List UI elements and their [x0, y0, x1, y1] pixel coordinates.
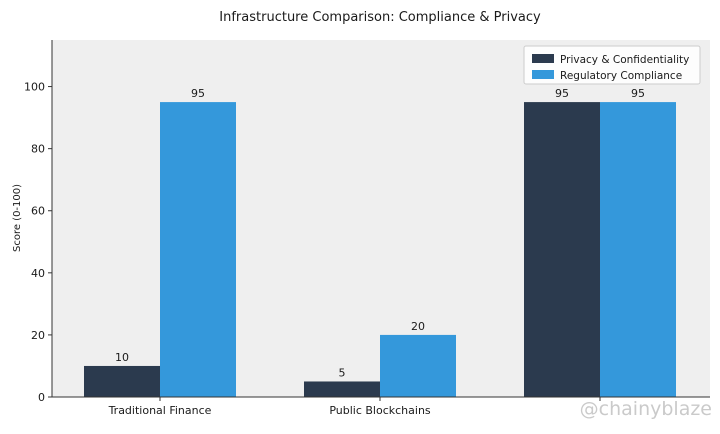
- data-label: 5: [339, 366, 346, 379]
- x-ticks-layer: Traditional Finance Public Blockchains: [108, 397, 601, 417]
- legend: Privacy & Confidentiality Regulatory Comp…: [523, 45, 701, 85]
- data-labels-layer: 10 5 95 95 20 95: [115, 87, 645, 379]
- legend-label: Privacy & Confidentiality: [560, 54, 689, 66]
- legend-swatch: [532, 54, 554, 63]
- x-tick-label: Traditional Finance: [108, 404, 212, 417]
- y-tick-label: 20: [31, 329, 45, 342]
- watermark-text: @chainyblaze: [579, 398, 712, 420]
- bar-privacy-2: [524, 102, 600, 397]
- y-tick-label: 100: [24, 81, 45, 94]
- data-label: 95: [631, 87, 645, 100]
- bar-privacy-0: [84, 365, 160, 397]
- bar-compliance-2: [600, 102, 676, 397]
- y-tick-label: 40: [31, 267, 45, 280]
- y-tick-label: 80: [31, 143, 45, 156]
- x-tick-label: Public Blockchains: [329, 404, 431, 417]
- legend-swatch: [532, 70, 554, 79]
- legend-label: Regulatory Compliance: [560, 70, 682, 82]
- legend-frame: [523, 45, 701, 85]
- data-label: 95: [555, 87, 569, 100]
- y-ticks-layer: 0 20 40 60 80 100: [24, 81, 52, 404]
- bar-compliance-1: [380, 334, 456, 397]
- data-label: 20: [411, 320, 425, 333]
- data-label: 10: [115, 351, 129, 364]
- y-tick-label: 0: [38, 391, 45, 404]
- data-label: 95: [191, 87, 205, 100]
- bar-privacy-1: [304, 381, 380, 397]
- chart-title: Infrastructure Comparison: Compliance & …: [219, 10, 541, 25]
- y-axis-label: Score (0-100): [12, 184, 23, 252]
- bars-layer: [84, 102, 676, 397]
- y-tick-label: 60: [31, 205, 45, 218]
- bar-compliance-0: [160, 102, 236, 397]
